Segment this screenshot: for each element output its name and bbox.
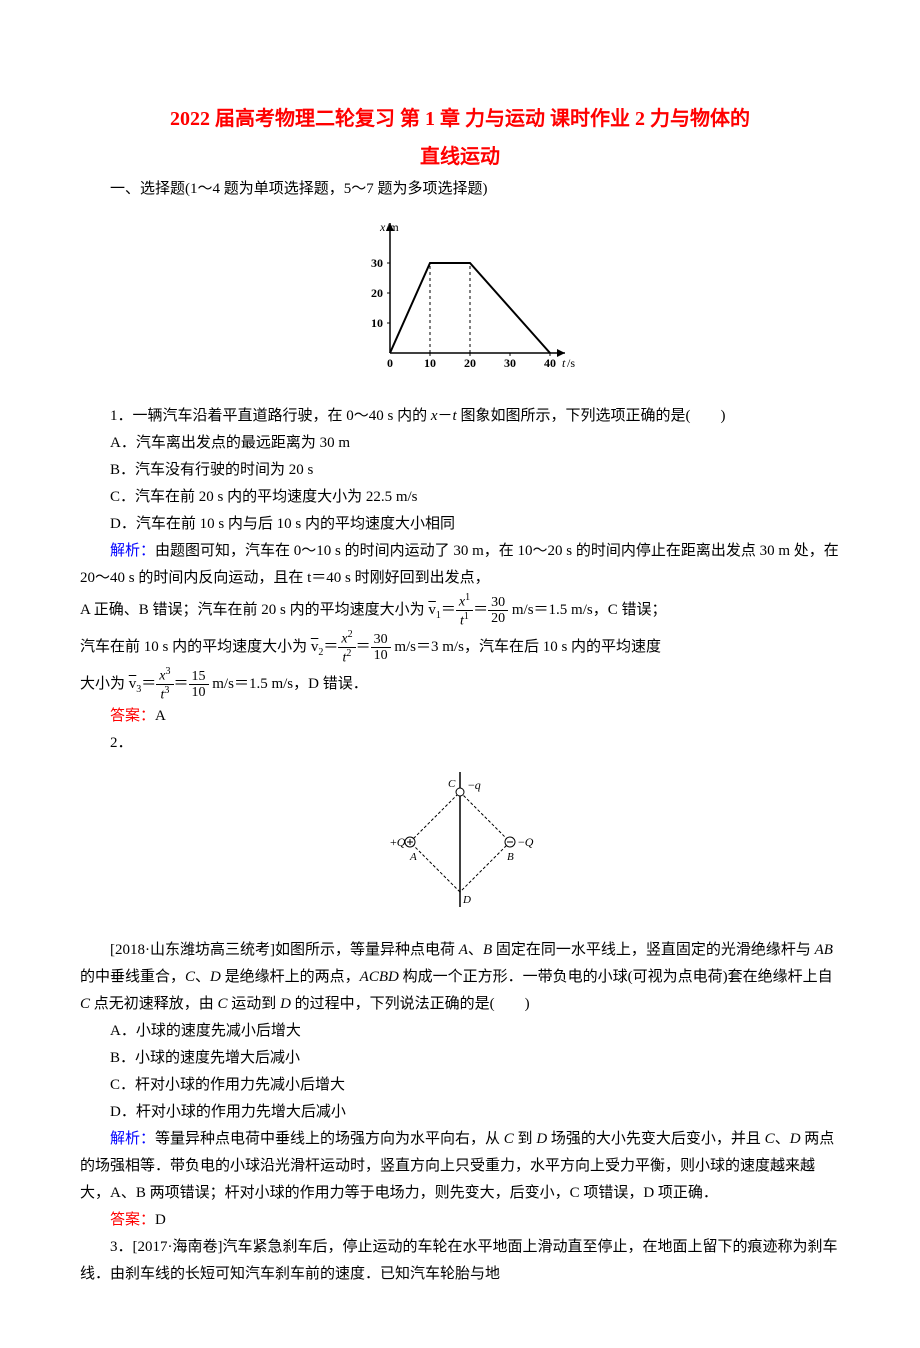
svg-text:D: D [462, 894, 471, 906]
svg-text:30: 30 [371, 256, 383, 270]
charge-diagram: +Q A −Q B C −q D [80, 767, 840, 927]
svg-text:+Q: +Q [390, 835, 406, 849]
q2-A: A．小球的速度先减小后增大 [80, 1018, 840, 1045]
q1-B: B．汽车没有行驶的时间为 20 s [80, 457, 840, 484]
daan-label: 答案： [110, 708, 155, 724]
frac-x1-t1: x1t1 [456, 592, 473, 629]
q2-B: B．小球的速度先增大后减小 [80, 1045, 840, 1072]
q2-C: C．杆对小球的作用力先减小后增大 [80, 1072, 840, 1099]
q3-stem: 3．[2017·海南卷]汽车紧急刹车后，停止运动的车轮在水平地面上滑动直至停止，… [80, 1234, 840, 1288]
xt-chart: 10 20 30 0 10 20 30 40 x /m t /s [80, 213, 840, 393]
svg-text:B: B [507, 851, 514, 863]
jiexi-label: 解析： [110, 543, 155, 559]
q2-num: 2． [80, 730, 840, 757]
page-title: 2022 届高考物理二轮复习 第 1 章 力与运动 课时作业 2 力与物体的 直… [80, 100, 840, 176]
q1-jiexi: 解析：由题图可知，汽车在 0～10 s 的时间内运动了 30 m，在 10～20… [80, 538, 840, 592]
svg-text:−Q: −Q [518, 835, 534, 849]
q1-daan: 答案：A [80, 703, 840, 730]
q1-D: D．汽车在前 10 s 内与后 10 s 内的平均速度大小相同 [80, 511, 840, 538]
page-container: 2022 届高考物理二轮复习 第 1 章 力与运动 课时作业 2 力与物体的 直… [0, 0, 920, 1348]
svg-text:x: x [379, 220, 386, 234]
q1-jiexi-line3: 汽车在前 10 s 内的平均速度大小为 v2＝x2t2＝3010 m/s＝3 m… [80, 629, 840, 666]
title-line2: 直线运动 [420, 146, 500, 168]
svg-text:−q: −q [468, 778, 481, 792]
q1-stem: 1．一辆汽车沿着平直道路行驶，在 0～40 s 内的 x－t 图象如图所示，下列… [80, 403, 840, 430]
xt-chart-svg: 10 20 30 0 10 20 30 40 x /m t /s [340, 213, 580, 383]
q1-A: A．汽车离出发点的最远距离为 30 m [80, 430, 840, 457]
jiexi-text1: 由题图可知，汽车在 0～10 s 的时间内运动了 30 m，在 10～20 s … [80, 543, 839, 586]
svg-text:10: 10 [371, 316, 383, 330]
section-header: 一、选择题(1～4 题为单项选择题，5～7 题为多项选择题) [80, 176, 840, 203]
q2-stem: [2018·山东潍坊高三统考]如图所示，等量异种点电荷 A、B 固定在同一水平线… [80, 937, 840, 1018]
q1-jiexi-line4: 大小为 v3＝x3t3＝1510 m/s＝1.5 m/s，D 错误． [80, 666, 840, 703]
svg-text:/m: /m [386, 220, 399, 234]
frac-30-10: 3010 [371, 632, 391, 664]
frac-30-20: 3020 [488, 595, 508, 627]
svg-text:/s: /s [567, 356, 575, 370]
q1-C: C．汽车在前 20 s 内的平均速度大小为 22.5 m/s [80, 484, 840, 511]
frac-x3-t3: x3t3 [156, 666, 173, 703]
svg-text:10: 10 [424, 356, 436, 370]
q1-jiexi-line2: A 正确、B 错误；汽车在前 20 s 内的平均速度大小为 v1＝x1t1＝30… [80, 592, 840, 629]
svg-text:A: A [409, 851, 417, 863]
frac-x2-t2: x2t2 [338, 629, 355, 666]
vbar1: v [428, 602, 436, 618]
svg-text:20: 20 [371, 286, 383, 300]
q2-daan: 答案：D [80, 1207, 840, 1234]
svg-text:30: 30 [504, 356, 516, 370]
svg-text:t: t [562, 356, 566, 370]
q2-D: D．杆对小球的作用力先增大后减小 [80, 1099, 840, 1126]
svg-text:C: C [448, 778, 456, 790]
charge-diagram-svg: +Q A −Q B C −q D [360, 767, 560, 917]
frac-15-10: 1510 [189, 669, 209, 701]
q2-daan-label: 答案： [110, 1212, 155, 1228]
q2-jiexi: 解析：等量异种点电荷中垂线上的场强方向为水平向右，从 C 到 D 场强的大小先变… [80, 1126, 840, 1207]
svg-text:0: 0 [387, 356, 393, 370]
q2-jiexi-label: 解析： [110, 1131, 155, 1147]
svg-text:20: 20 [464, 356, 476, 370]
svg-text:40: 40 [544, 356, 556, 370]
title-line1: 2022 届高考物理二轮复习 第 1 章 力与运动 课时作业 2 力与物体的 [170, 108, 750, 130]
